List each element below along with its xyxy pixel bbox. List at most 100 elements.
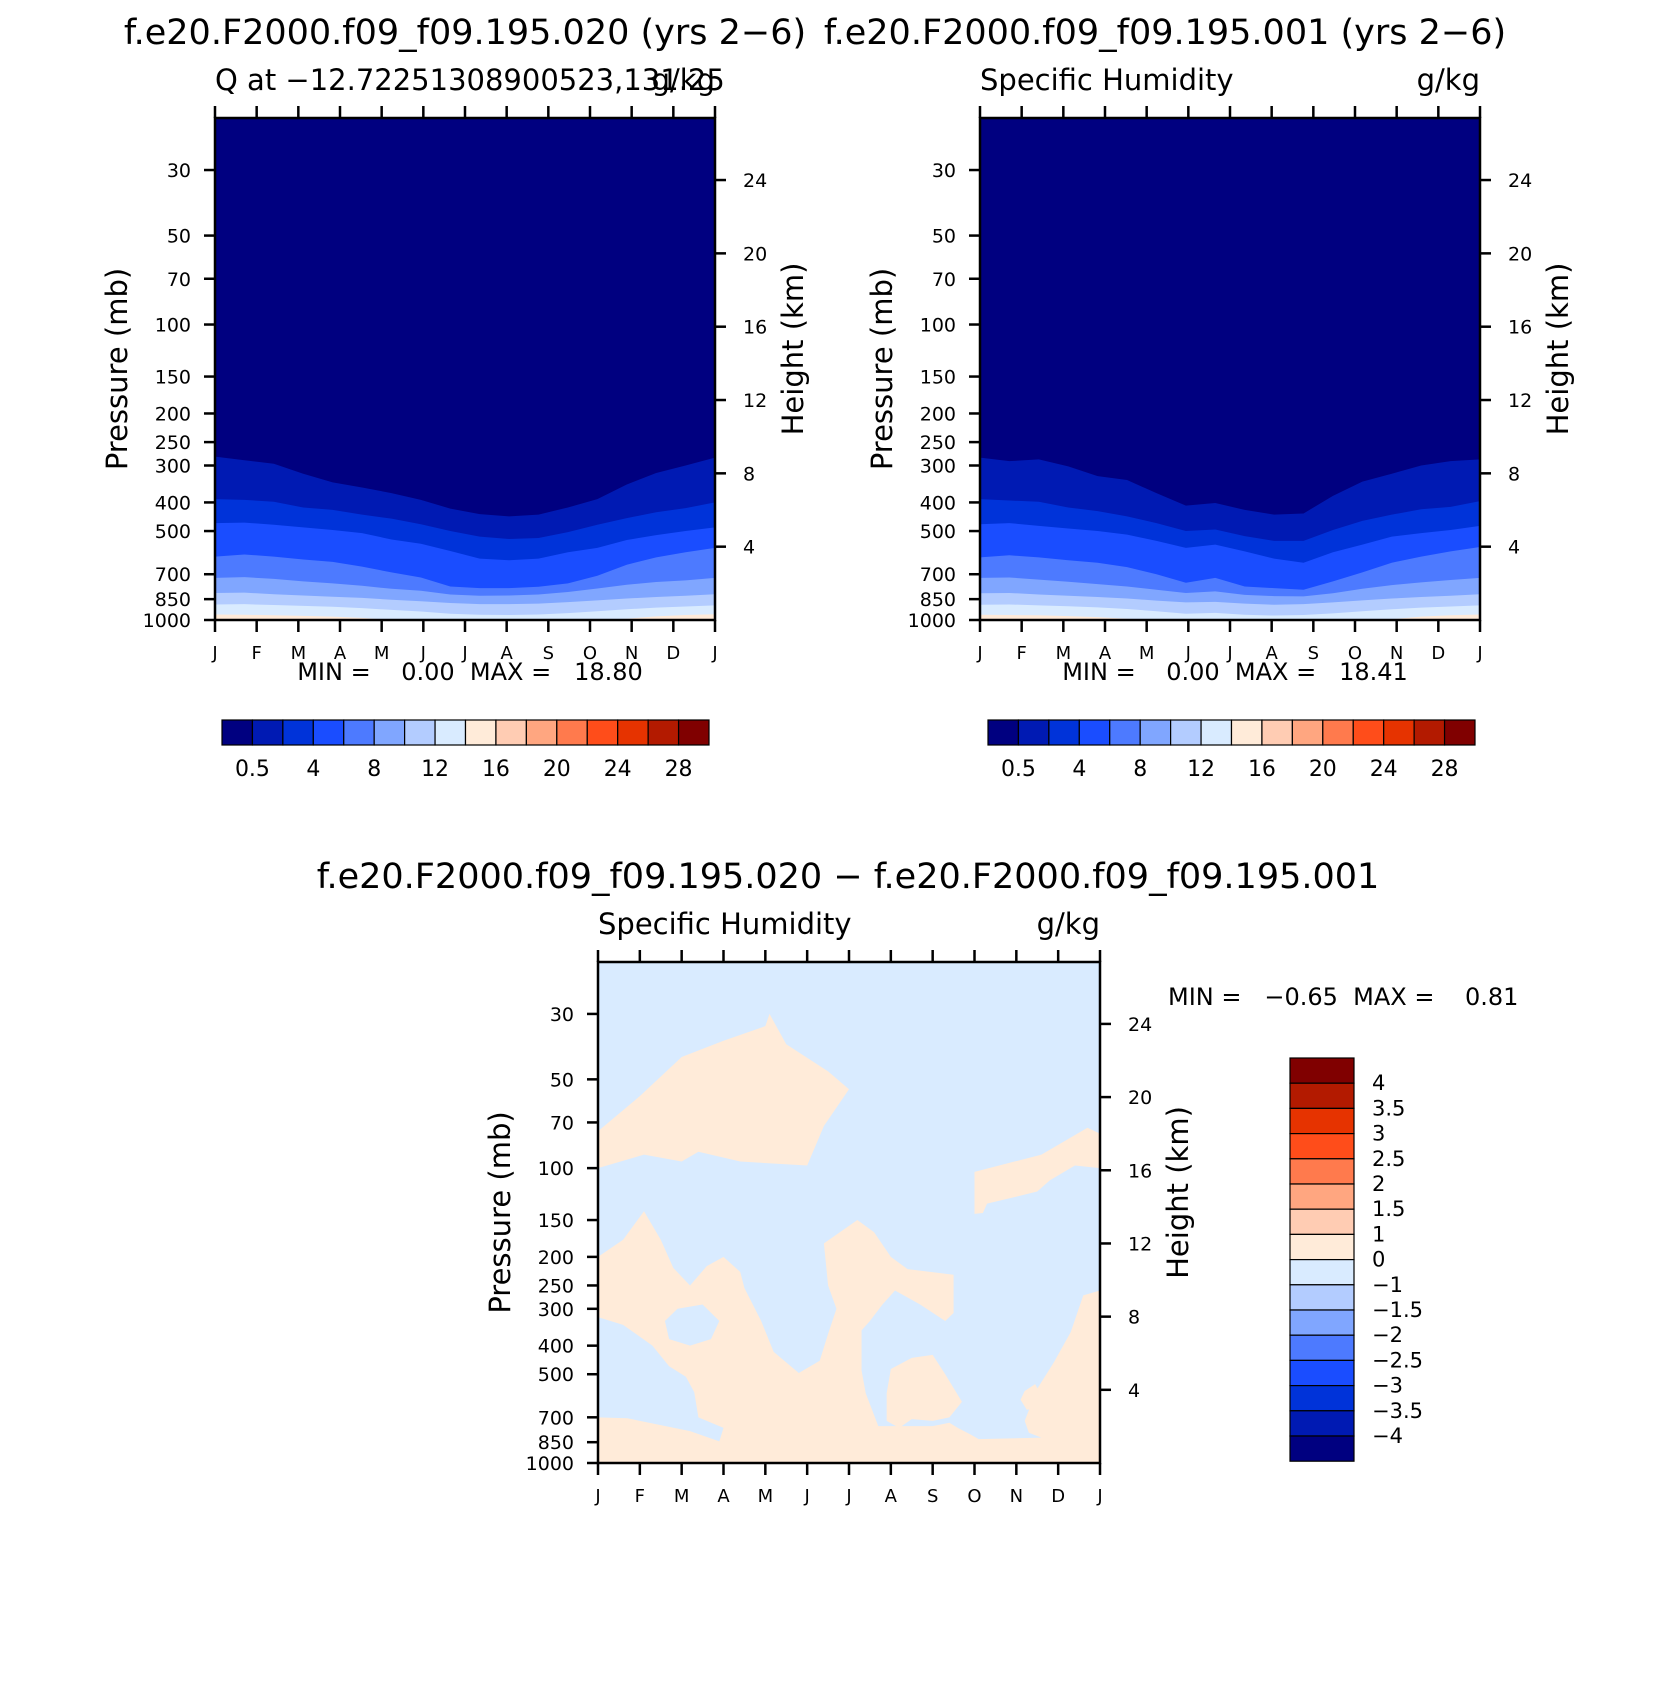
y2-axis-title: Height (km) bbox=[1541, 263, 1575, 436]
x-tick-label: S bbox=[927, 1486, 938, 1507]
left-subtitle: Q at −12.72251308900523,131.25 bbox=[215, 63, 725, 97]
y2-axis-title: Height (km) bbox=[1161, 1106, 1195, 1279]
colorbar-box bbox=[1289, 1284, 1355, 1311]
y-tick-label: 150 bbox=[538, 1210, 574, 1232]
y2-tick-label: 16 bbox=[1128, 1160, 1152, 1182]
x-tick-label: J bbox=[1185, 643, 1191, 664]
y-tick-label: 150 bbox=[920, 367, 956, 389]
colorbar-box bbox=[1230, 719, 1263, 746]
y-tick-label: 70 bbox=[932, 269, 956, 291]
x-tick-label: F bbox=[251, 643, 261, 664]
colorbar-box bbox=[1289, 1410, 1355, 1437]
colorbar-box bbox=[1413, 719, 1446, 746]
colorbar-label: −3.5 bbox=[1372, 1399, 1423, 1423]
colorbar-label: 4 bbox=[1072, 757, 1086, 782]
main-title: f.e20.F2000.f09_f09.195.020 (yrs 2−6) bbox=[124, 13, 806, 53]
right-subtitle: g/kg bbox=[1417, 63, 1480, 97]
left-subtitle: Specific Humidity bbox=[980, 63, 1234, 97]
contour-band-7 bbox=[215, 604, 715, 620]
colorbar-label: 2.5 bbox=[1372, 1147, 1405, 1171]
y-tick-label: 300 bbox=[155, 456, 191, 478]
x-tick-label: M bbox=[374, 643, 390, 664]
colorbar-label: −2 bbox=[1372, 1323, 1403, 1347]
y-tick-label: 700 bbox=[155, 564, 191, 586]
colorbar-label: 0.5 bbox=[235, 757, 270, 782]
y2-tick-label: 4 bbox=[1508, 537, 1520, 559]
y-axis-title: Pressure (mb) bbox=[483, 1111, 517, 1313]
colorbar-box bbox=[221, 719, 254, 746]
y2-tick-label: 24 bbox=[1128, 1014, 1152, 1036]
y2-tick-label: 24 bbox=[743, 170, 767, 192]
colorbar-label: −1 bbox=[1372, 1273, 1403, 1297]
y-tick-label: 70 bbox=[550, 1112, 574, 1134]
y-tick-label: 200 bbox=[920, 403, 956, 425]
y-tick-label: 300 bbox=[920, 456, 956, 478]
y-tick-label: 850 bbox=[155, 589, 191, 611]
colorbar-box bbox=[1289, 1309, 1355, 1336]
min-max-label: MIN = −0.65 MAX = 0.81 bbox=[1168, 983, 1518, 1011]
colorbar-box bbox=[1291, 719, 1324, 746]
colorbar-label: 8 bbox=[367, 757, 381, 782]
contour-region-positive-4 bbox=[886, 1354, 962, 1428]
x-tick-label: J bbox=[1476, 643, 1482, 664]
colorbar-box bbox=[1261, 719, 1293, 746]
colorbar-label: 4 bbox=[1372, 1071, 1385, 1095]
colorbar-label: 4 bbox=[306, 757, 320, 782]
x-tick-label: A bbox=[885, 1486, 898, 1507]
plot-area bbox=[980, 118, 1480, 620]
y-tick-label: 50 bbox=[932, 226, 956, 248]
colorbar-label: 1.5 bbox=[1372, 1197, 1405, 1221]
x-tick-label: J bbox=[461, 643, 467, 664]
y-tick-label: 1000 bbox=[526, 1453, 574, 1475]
y-tick-label: 100 bbox=[155, 315, 191, 337]
contour-region-positive-1 bbox=[598, 1013, 849, 1169]
x-tick-label: J bbox=[845, 1486, 851, 1507]
colorbar-label: 12 bbox=[1187, 757, 1215, 782]
y-tick-label: 70 bbox=[167, 269, 191, 291]
x-tick-label: J bbox=[420, 643, 426, 664]
right-subtitle: g/kg bbox=[652, 63, 715, 97]
x-tick-label: D bbox=[1431, 643, 1445, 664]
colorbar-label: −1.5 bbox=[1372, 1298, 1423, 1322]
colorbar-box bbox=[282, 719, 314, 746]
right-subtitle: g/kg bbox=[1037, 907, 1100, 941]
x-tick-label: O bbox=[1348, 643, 1362, 664]
y-axis-title: Pressure (mb) bbox=[100, 268, 134, 470]
y-tick-label: 400 bbox=[920, 492, 956, 514]
colorbar-box bbox=[1322, 719, 1354, 746]
y-tick-label: 500 bbox=[538, 1364, 574, 1386]
y2-tick-label: 12 bbox=[1508, 390, 1532, 412]
min-max-label: MIN = 0.00 MAX = 18.80 bbox=[297, 658, 643, 686]
y2-tick-label: 8 bbox=[743, 463, 755, 485]
y2-tick-label: 12 bbox=[743, 390, 767, 412]
colorbar: 43.532.521.510−1−1.5−2−2.5−3−3.5−4 bbox=[1289, 1057, 1423, 1462]
x-tick-label: D bbox=[1051, 1486, 1065, 1507]
y-tick-label: 50 bbox=[167, 226, 191, 248]
colorbar-box bbox=[1289, 1057, 1355, 1084]
colorbar: 0.5 4 8 12 16 20 24 28 bbox=[221, 719, 710, 782]
colorbar-box bbox=[464, 719, 497, 746]
x-tick-label: N bbox=[1010, 1486, 1023, 1507]
colorbar-label: −2.5 bbox=[1372, 1348, 1423, 1372]
main-title: f.e20.F2000.f09_f09.195.001 (yrs 2−6) bbox=[824, 13, 1506, 53]
y-tick-label: 250 bbox=[155, 432, 191, 454]
colorbar-box bbox=[1289, 1132, 1355, 1160]
colorbar-box bbox=[1289, 1208, 1355, 1235]
colorbar-label: 2 bbox=[1372, 1172, 1385, 1196]
colorbar-box bbox=[1170, 719, 1202, 746]
y2-tick-label: 8 bbox=[1508, 463, 1520, 485]
main-title: f.e20.F2000.f09_f09.195.020 − f.e20.F200… bbox=[317, 857, 1380, 897]
colorbar-box bbox=[343, 719, 375, 746]
colorbar-box bbox=[373, 719, 406, 746]
y2-tick-label: 20 bbox=[1128, 1087, 1152, 1109]
x-tick-label: A bbox=[1099, 643, 1112, 664]
x-tick-label: F bbox=[1016, 643, 1026, 664]
x-tick-label: J bbox=[594, 1486, 600, 1507]
y-tick-label: 850 bbox=[920, 589, 956, 611]
x-tick-label: M bbox=[1056, 643, 1072, 664]
x-tick-label: J bbox=[1226, 643, 1232, 664]
colorbar-box bbox=[677, 719, 710, 746]
left-subtitle: Specific Humidity bbox=[598, 907, 852, 941]
